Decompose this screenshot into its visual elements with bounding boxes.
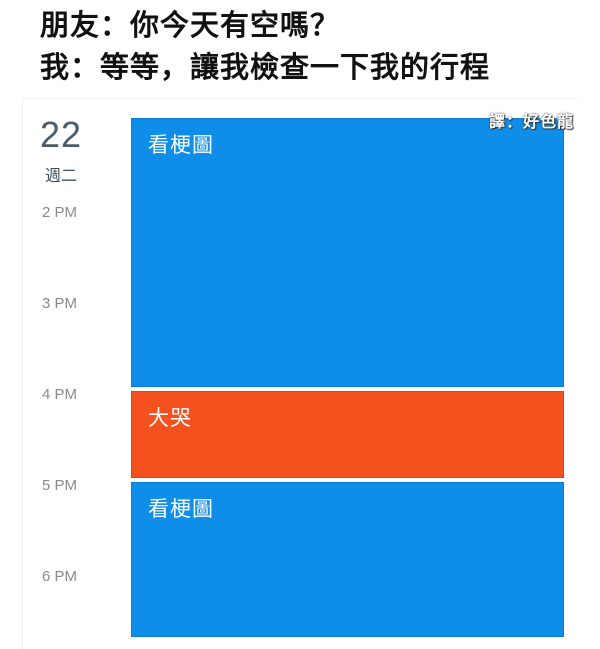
hour-label-5pm: 5 PM	[42, 477, 78, 494]
event-block[interactable]: 看梗圖	[131, 482, 564, 637]
event-title: 看梗圖	[148, 133, 214, 157]
event-title: 大哭	[148, 406, 192, 430]
translator-watermark: 譯：好色龍	[488, 112, 574, 131]
caption-line-1: 朋友：你今天有空嗎？	[40, 8, 341, 42]
event-title: 看梗圖	[148, 497, 214, 521]
hour-label-3pm: 3 PM	[42, 295, 78, 312]
hour-label-4pm: 4 PM	[42, 386, 78, 403]
hour-label-2pm: 2 PM	[42, 204, 78, 221]
weekday-label: 週二	[45, 166, 78, 185]
hour-label-6pm: 6 PM	[42, 568, 78, 585]
event-block[interactable]: 大哭	[131, 391, 564, 478]
day-number[interactable]: 22	[40, 114, 83, 155]
event-block[interactable]: 看梗圖	[131, 118, 564, 387]
caption-line-2: 我：等等，讓我檢查一下我的行程	[40, 50, 491, 84]
